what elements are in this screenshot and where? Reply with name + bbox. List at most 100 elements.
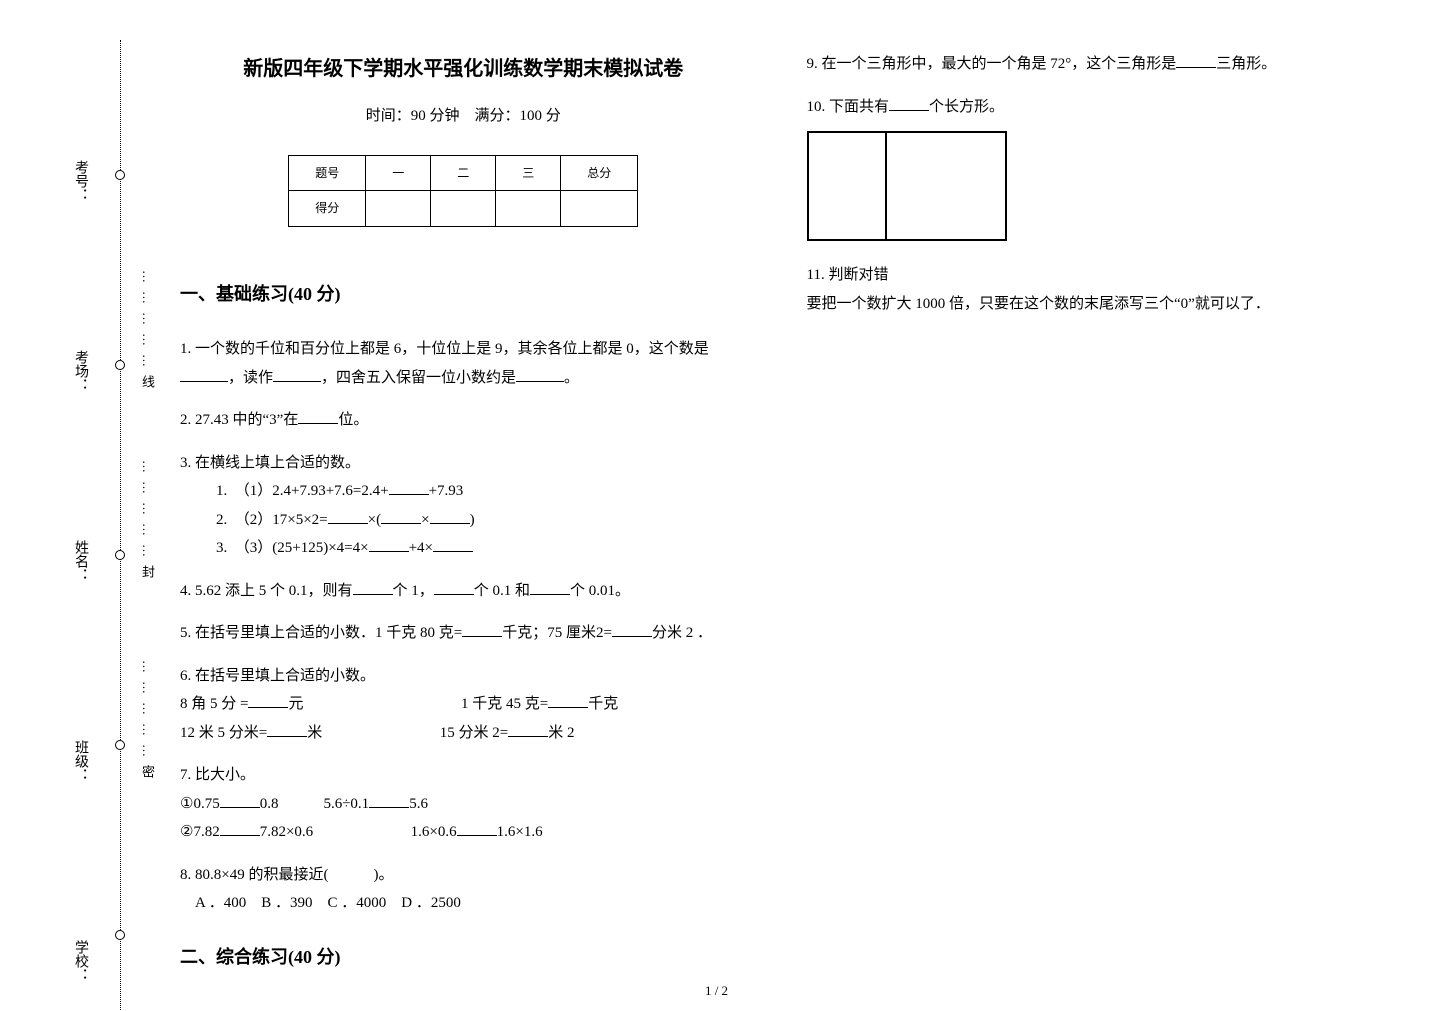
text: 4. 5.62 添上 5 个 0.1，则有 [180, 583, 353, 599]
blank [248, 693, 288, 708]
q3-head: 3. 在横线上填上合适的数。 [180, 449, 747, 478]
label-school: 学校： [70, 940, 90, 982]
q1-text: ，读作 [228, 370, 273, 386]
q8-options: A ．400 B ．390 C ．4000 D ．2500 [180, 889, 747, 918]
table-row: 题号 一 二 三 总分 [289, 155, 638, 191]
text: 10. 下面共有 [807, 99, 890, 115]
table-row: 得分 [289, 191, 638, 227]
text: 15 分米 2= [440, 725, 508, 741]
question-1: 1. 一个数的千位和百分位上都是 6，十位位上是 9，其余各位上都是 0，这个数… [180, 335, 747, 392]
blank [434, 580, 474, 595]
question-10: 10. 下面共有 个长方形。 [807, 93, 1374, 242]
th: 二 [431, 155, 496, 191]
blank [433, 537, 473, 552]
section-1-heading: 一、基础练习(40 分) [180, 277, 747, 311]
q7-line1: ①0.75 0.8 5.6÷0.1 5.6 [180, 790, 747, 819]
blank [267, 722, 307, 737]
label-name: 姓名： [70, 540, 90, 582]
binding-circle [115, 360, 125, 370]
text: 8 角 5 分 = [180, 696, 248, 712]
q1-text: ，四舍五入保留一位小数约是 [321, 370, 516, 386]
q7-head: 7. 比大小。 [180, 761, 747, 790]
blank [1176, 53, 1216, 68]
text: 3. （3）(25+125)×4=4× [216, 540, 369, 556]
q11-head: 11. 判断对错 [807, 261, 1374, 290]
q6-head: 6. 在括号里填上合适的小数。 [180, 662, 747, 691]
rect-col-1 [809, 133, 887, 239]
binding-circle [115, 740, 125, 750]
text: 个 1， [393, 583, 434, 599]
q3-sub3: 3. （3）(25+125)×4=4× +4× [216, 534, 747, 563]
binding-circle [115, 550, 125, 560]
text: 米 2 [548, 725, 574, 741]
text: 12 米 5 分米= [180, 725, 267, 741]
q2-text: 2. 27.43 中的“3”在 [180, 412, 298, 428]
rect-col-2 [887, 133, 1005, 239]
text: ) [470, 512, 475, 528]
td [561, 191, 638, 227]
text: ×( [368, 512, 381, 528]
text: 1. （1）2.4+7.93+7.6=2.4+ [216, 483, 389, 499]
question-11: 11. 判断对错 要把一个数扩大 1000 倍，只要在这个数的末尾添写三个“0”… [807, 261, 1374, 318]
blank [457, 821, 497, 836]
page-number: 1 / 2 [705, 983, 728, 999]
text: 三角形。 [1216, 56, 1276, 72]
blank [369, 537, 409, 552]
th: 总分 [561, 155, 638, 191]
text: 2. （2）17×5×2= [216, 512, 328, 528]
score-table: 题号 一 二 三 总分 得分 [288, 155, 638, 228]
th: 题号 [289, 155, 366, 191]
text: 9. 在一个三角形中，最大的一个角是 72°，这个三角形是 [807, 56, 1177, 72]
text: 千克 [588, 696, 618, 712]
text: +4× [409, 540, 433, 556]
q11-body: 要把一个数扩大 1000 倍，只要在这个数的末尾添写三个“0”就可以了． [807, 290, 1374, 319]
text: 0.8 5.6÷0.1 [260, 796, 369, 812]
section-2-heading: 二、综合练习(40 分) [180, 940, 747, 974]
blank [220, 821, 260, 836]
label-class: 班级： [70, 740, 90, 782]
th: 三 [496, 155, 561, 191]
question-8: 8. 80.8×49 的积最接近( )。 A ．400 B ．390 C ．40… [180, 861, 747, 918]
question-5: 5. 在括号里填上合适的小数．1 千克 80 克= 千克；75 厘米2= 分米 2 … [180, 619, 747, 648]
q6-line2: 12 米 5 分米=米 15 分米 2=米 2 [180, 719, 747, 748]
exam-title: 新版四年级下学期水平强化训练数学期末模拟试卷 [180, 50, 747, 88]
seal-text-feng: ……………封 [138, 460, 157, 586]
text: 分米 2 ． [652, 625, 712, 641]
q7-line2: ②7.827.82×0.6 1.6×0.61.6×1.6 [180, 818, 747, 847]
text: 个 0.1 和 [474, 583, 530, 599]
seal-text-xian: ……………线 [138, 270, 157, 396]
question-2: 2. 27.43 中的“3”在 位。 [180, 406, 747, 435]
blank [328, 509, 368, 524]
blank [273, 367, 321, 382]
text: ①0.75 [180, 796, 220, 812]
blank [612, 622, 652, 637]
text: 个长方形。 [929, 99, 1004, 115]
question-4: 4. 5.62 添上 5 个 0.1，则有 个 1， 个 0.1 和 个 0.01。 [180, 577, 747, 606]
blank [889, 96, 929, 111]
blank [180, 367, 228, 382]
blank [548, 693, 588, 708]
text: 5.6 [409, 796, 428, 812]
td [496, 191, 561, 227]
binding-circle [115, 170, 125, 180]
blank [220, 793, 260, 808]
blank [430, 509, 470, 524]
page-content: 新版四年级下学期水平强化训练数学期末模拟试卷 时间：90 分钟 满分：100 分… [180, 50, 1373, 981]
text: × [421, 512, 429, 528]
q1-text: 1. 一个数的千位和百分位上都是 6，十位位上是 9，其余各位上都是 0，这个数… [180, 341, 709, 357]
exam-meta: 时间：90 分钟 满分：100 分 [180, 102, 747, 131]
binding-circle [115, 930, 125, 940]
blank [381, 509, 421, 524]
label-number: 考号： [70, 160, 90, 202]
blank [462, 622, 502, 637]
td: 得分 [289, 191, 366, 227]
binding-strip: 学校： 班级： 姓名： 考场： 考号： ……………密 ……………封 ……………线 [50, 20, 130, 990]
q2-text: 位。 [338, 412, 368, 428]
blank [389, 480, 429, 495]
text: 5. 在括号里填上合适的小数．1 千克 80 克= [180, 625, 462, 641]
td [431, 191, 496, 227]
q3-sub2: 2. （2）17×5×2= ×( ×) [216, 506, 747, 535]
text: 千克；75 厘米2= [502, 625, 612, 641]
th: 一 [366, 155, 431, 191]
text: 个 0.01。 [570, 583, 630, 599]
